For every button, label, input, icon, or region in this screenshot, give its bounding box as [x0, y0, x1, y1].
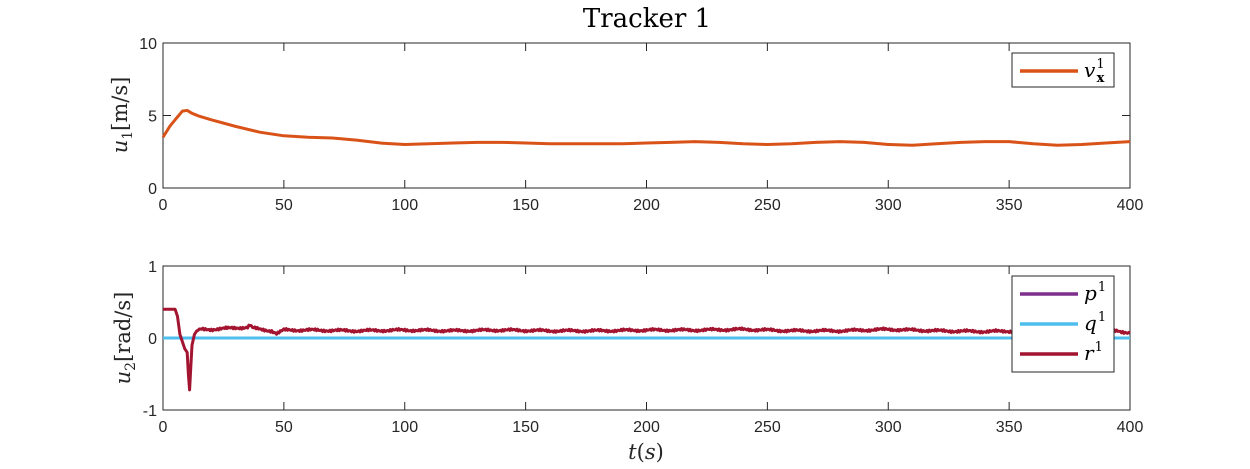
legend-label-q: q1 — [1084, 310, 1106, 335]
xtick-label-bottom-1: 50 — [275, 419, 293, 436]
axes-box-top — [162, 42, 1131, 189]
ytick-label-top-0: 0 — [148, 181, 157, 198]
xtick-label-top-5: 250 — [754, 197, 781, 214]
xtick-label-top-2: 100 — [391, 197, 418, 214]
ylabel-bottom: u2[rad/s] — [111, 292, 139, 385]
xtick-label-bottom-0: 0 — [159, 419, 168, 436]
xtick-label-top-4: 200 — [633, 197, 660, 214]
legend-bottom: p1 q1 r1 — [1011, 275, 1115, 373]
xtick-label-top-1: 50 — [275, 197, 293, 214]
xtick-label-top-0: 0 — [159, 197, 168, 214]
xtick-label-top-6: 300 — [875, 197, 902, 214]
xtick-label-bottom-6: 300 — [875, 419, 902, 436]
ytick-label-bottom-0: -1 — [143, 403, 157, 420]
series-line-r — [162, 307, 1131, 392]
xtick-label-bottom-2: 100 — [391, 419, 418, 436]
xtick-label-top-8: 400 — [1117, 197, 1144, 214]
ytick-label-top-2: 10 — [139, 36, 157, 53]
xtick-label-bottom-8: 400 — [1117, 419, 1144, 436]
legend-label-v: v1 x — [1084, 57, 1105, 86]
xtick-label-bottom-7: 350 — [996, 419, 1023, 436]
legend-label-r: r1 — [1084, 340, 1103, 365]
ylabel-top: u1[m/s] — [108, 77, 136, 154]
xtick-label-bottom-4: 200 — [633, 419, 660, 436]
xtick-label-bottom-3: 150 — [512, 419, 539, 436]
ytick-label-top-1: 5 — [148, 109, 157, 126]
ytick-label-bottom-1: 0 — [148, 331, 157, 348]
series-line-v — [161, 108, 1131, 147]
subplot-bottom: 0 50 100 150 200 250 300 350 400-101 u2[rad/s] p… — [111, 259, 1143, 436]
ytick-label-bottom-2: 1 — [148, 259, 157, 276]
legend-top: v1 x — [1011, 52, 1115, 88]
legend-label-p: p1 — [1084, 280, 1106, 305]
xlabel: t(s) — [628, 440, 664, 464]
xtick-label-top-3: 150 — [512, 197, 539, 214]
chart-title: Tracker 1 — [583, 4, 711, 34]
subplot-top: 0 50 100 150 200 250 300 350 400 0 5 10 u1[m/s] v1 x — [108, 36, 1143, 214]
xtick-label-bottom-5: 250 — [754, 419, 781, 436]
xtick-label-top-7: 350 — [996, 197, 1023, 214]
